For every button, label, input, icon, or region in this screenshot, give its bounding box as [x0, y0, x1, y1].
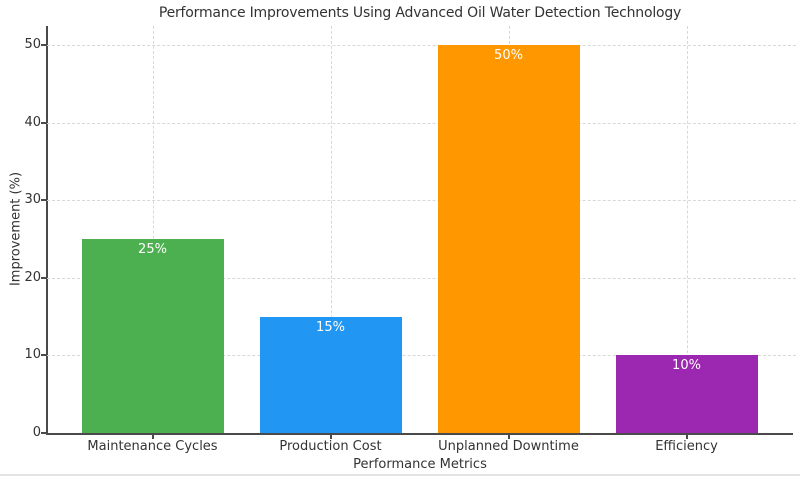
x-tick-maintenance-cycles — [151, 435, 154, 439]
x-tick-efficiency — [685, 435, 688, 439]
y-tick-label-10: 10 — [24, 347, 41, 363]
y-tick-50 — [41, 44, 46, 47]
x-tick-label-efficiency: Efficiency — [655, 439, 718, 454]
bottom-window-edge — [0, 474, 800, 476]
bar-unplanned-downtime: 50% — [437, 45, 580, 433]
bar-production-cost: 15% — [259, 317, 402, 433]
y-tick-10 — [41, 354, 46, 357]
h-gridline-10 — [47, 355, 796, 357]
h-gridline-40 — [47, 122, 796, 124]
x-tick-unplanned-downtime — [507, 435, 510, 439]
h-gridline-30 — [47, 200, 796, 202]
y-tick-label-40: 40 — [24, 114, 41, 130]
v-gridline-efficiency — [686, 26, 688, 433]
y-tick-label-50: 50 — [24, 37, 41, 53]
x-tick-label-production-cost: Production Cost — [279, 439, 382, 454]
h-gridline-20 — [47, 277, 796, 279]
bar-efficiency: 10% — [615, 355, 758, 433]
y-axis-line — [46, 26, 48, 435]
x-tick-label-maintenance-cycles: Maintenance Cycles — [87, 439, 218, 454]
bar-value-label: 50% — [494, 48, 523, 63]
plot-area: 25% 15% 50% 10% — [47, 26, 796, 433]
y-tick-0 — [41, 432, 46, 434]
y-tick-40 — [41, 121, 46, 124]
v-gridline-maintenance-cycles — [152, 26, 154, 433]
x-axis-line — [46, 433, 793, 435]
x-tick-production-cost — [329, 435, 332, 439]
bar-value-label: 10% — [672, 358, 701, 373]
y-tick-label-20: 20 — [24, 269, 41, 285]
x-tick-label-unplanned-downtime: Unplanned Downtime — [438, 439, 579, 454]
v-gridline-production-cost — [330, 26, 332, 433]
y-tick-label-0: 0 — [32, 425, 41, 440]
y-tick-label-30: 30 — [24, 192, 41, 208]
y-tick-20 — [41, 276, 46, 279]
x-axis-label: Performance Metrics — [353, 457, 487, 472]
y-tick-30 — [41, 199, 46, 202]
bar-value-label: 15% — [316, 320, 345, 335]
chart-title: Performance Improvements Using Advanced … — [158, 5, 682, 21]
bar-maintenance-cycles: 25% — [81, 239, 224, 433]
h-gridline-50 — [47, 45, 796, 47]
bar-value-label: 25% — [138, 242, 167, 257]
